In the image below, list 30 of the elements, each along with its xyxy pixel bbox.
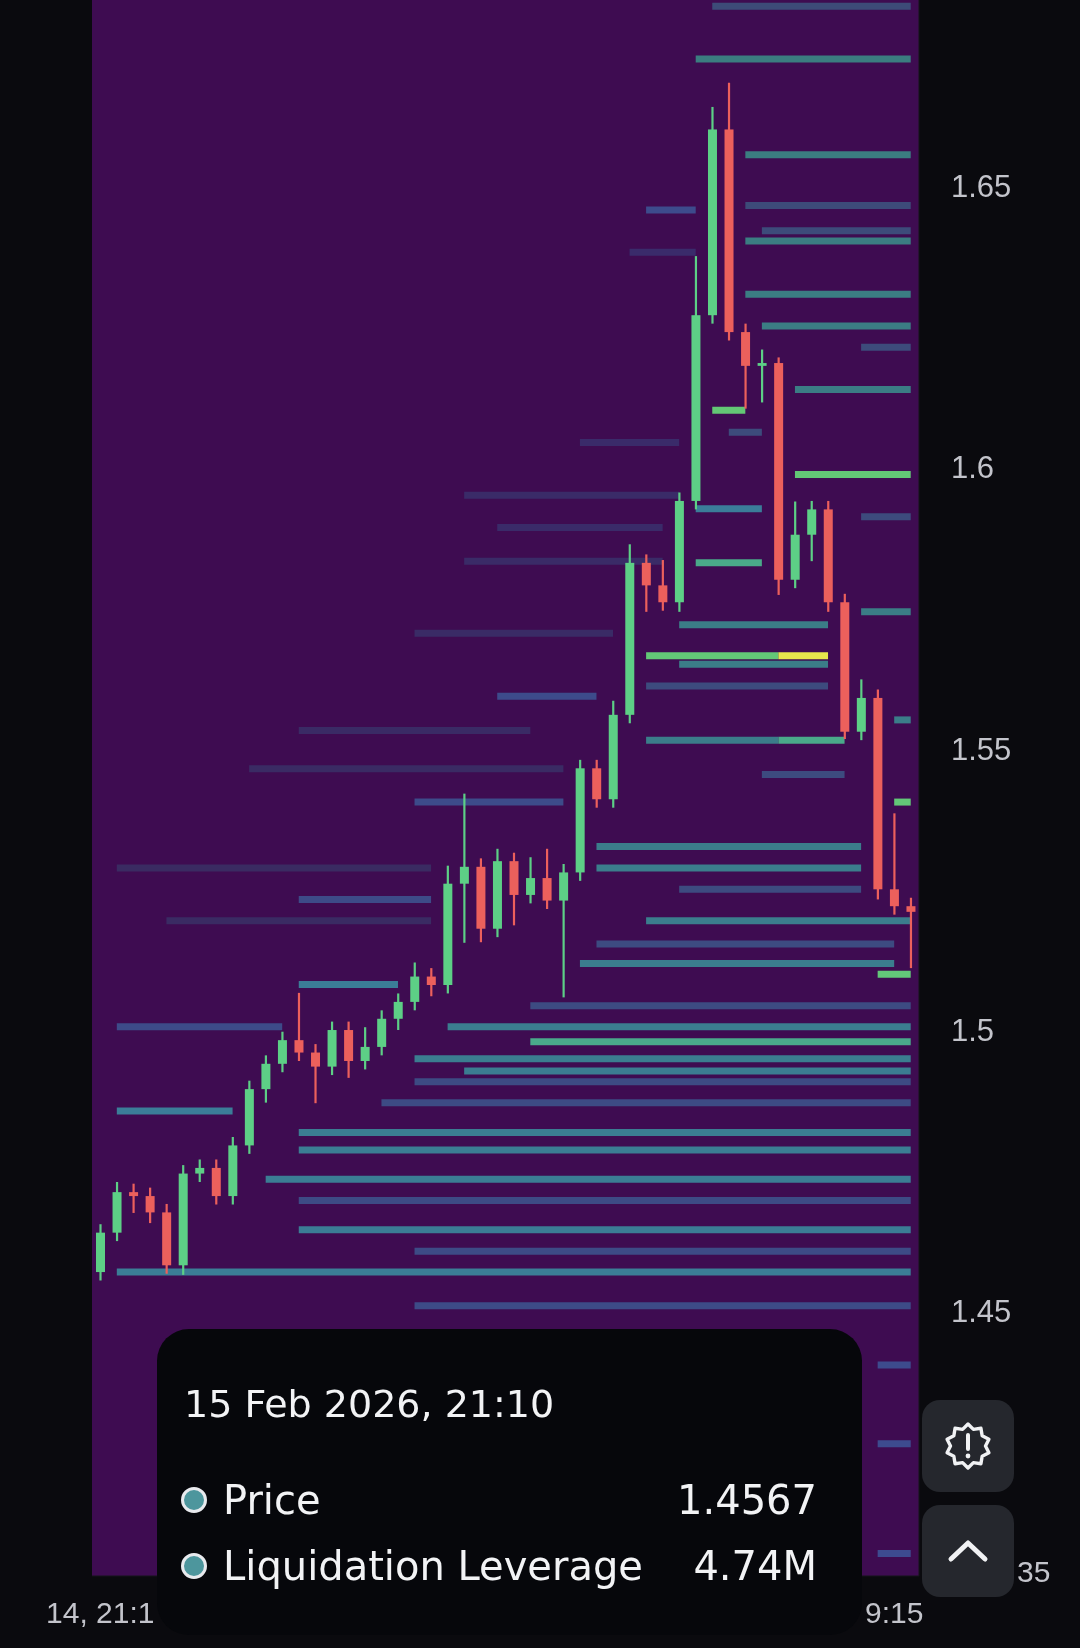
candlestick bbox=[360, 1026, 370, 1071]
candlestick bbox=[145, 1186, 155, 1225]
annotation: 1.4567 bbox=[677, 1476, 817, 1524]
candlestick bbox=[542, 847, 552, 911]
candlestick bbox=[195, 1158, 205, 1184]
y-tick-label: 1.5 bbox=[951, 1013, 995, 1049]
candlestick bbox=[757, 348, 767, 404]
candlestick bbox=[889, 812, 899, 916]
candlestick bbox=[641, 553, 651, 613]
text: 35 bbox=[1017, 1554, 1051, 1590]
y-tick-label: 1.55 bbox=[951, 731, 1012, 767]
annotation: 4.74M bbox=[693, 1542, 817, 1590]
y-tick-label: 1.6 bbox=[951, 450, 995, 486]
candlestick bbox=[526, 856, 536, 905]
candlestick bbox=[393, 992, 403, 1032]
y-tick-label: 1.45 bbox=[951, 1294, 1012, 1330]
annotation: Price bbox=[223, 1476, 321, 1524]
candlestick bbox=[129, 1182, 139, 1215]
candlestick bbox=[311, 1043, 321, 1105]
candlestick bbox=[426, 967, 436, 998]
annotation: 15 Feb 2026, 21:10 bbox=[184, 1382, 555, 1428]
candlestick bbox=[906, 896, 916, 970]
x-tick-label: 14, 21:1 bbox=[46, 1596, 155, 1630]
candlestick bbox=[459, 792, 469, 944]
x-tick-label: 9:15 bbox=[864, 1596, 924, 1630]
candlestick bbox=[277, 1030, 287, 1074]
candlestick bbox=[658, 558, 668, 612]
candlestick bbox=[294, 991, 304, 1063]
annotation: Liquidation Leverage bbox=[223, 1542, 643, 1590]
y-tick-label: 1.65 bbox=[951, 168, 1012, 204]
